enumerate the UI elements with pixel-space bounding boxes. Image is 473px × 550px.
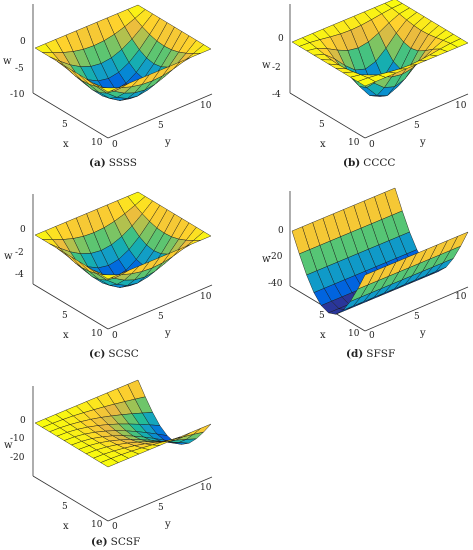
panel-b-zlabel: w	[262, 60, 271, 71]
panel-b-axes-box	[289, 4, 469, 139]
panel-c-xtick-1: 10	[91, 329, 103, 339]
panel-a-ztick-2: -10	[10, 90, 25, 100]
panel-e-xlabel: x	[63, 521, 69, 532]
panel-c-surface	[34, 191, 212, 288]
panel-e-ztick-0: 0	[20, 416, 26, 426]
panel-e-caption-label: (e)	[91, 536, 108, 548]
panel-e-caption: (e) SCSF	[91, 536, 140, 548]
panel-b-xtick-1: 10	[348, 138, 360, 148]
panel-b-ztick-1: -2	[272, 63, 281, 73]
panel-a-ticks: 0 -5 -10 5 10 0 5 10 w x y	[3, 37, 212, 150]
panel-a-xtick-1: 10	[91, 138, 103, 148]
panel-e-ztick-1: -10	[10, 434, 25, 444]
panel-b-ztick-2: -4	[272, 90, 281, 100]
panel-c-caption-text: SCSC	[108, 348, 138, 360]
panel-a-ytick-2: 10	[200, 101, 212, 111]
panel-b-xtick-0: 5	[319, 120, 325, 130]
panel-e-ylabel: y	[164, 519, 171, 530]
panel-b-ztick-0: 0	[278, 34, 284, 44]
panel-b-ytick-1: 5	[414, 121, 420, 131]
panel-a-ztick-0: 0	[20, 37, 26, 47]
panel-c-xlabel: x	[63, 330, 69, 341]
panel-d-ztick-1: -20	[268, 252, 283, 262]
panel-e-caption-text: SCSF	[111, 536, 141, 548]
panel-e: 0 -10 -20 5 10 0 5 10 w x y (e) SCSF	[4, 379, 213, 548]
panel-c-ytick-0: 0	[112, 331, 118, 341]
panel-b-xlabel: x	[320, 139, 326, 150]
panel-e-ticks: 0 -10 -20 5 10 0 5 10 w x y	[4, 416, 212, 532]
panel-d-xtick-1: 10	[348, 329, 360, 339]
panel-d-caption-label: (d)	[346, 348, 363, 360]
panel-e-surface	[34, 379, 212, 468]
panel-d-ztick-0: 0	[278, 226, 284, 236]
panel-a-caption-text: SSSS	[109, 157, 137, 169]
panel-a-ytick-0: 0	[112, 140, 118, 150]
panel-d: 0 -20 -40 5 10 0 5 10 w x y (d) SFSF	[262, 187, 469, 360]
panel-a-xlabel: x	[63, 139, 69, 150]
panel-e-axes-box	[32, 386, 213, 522]
panel-e-xtick-1: 10	[91, 520, 103, 530]
panel-d-ztick-2: -40	[268, 279, 283, 289]
panel-a-ytick-1: 5	[158, 121, 164, 131]
panel-c-caption-label: (c)	[89, 348, 105, 360]
panel-a-surface	[34, 4, 212, 101]
panel-c-ytick-2: 10	[200, 292, 212, 302]
panel-a-caption-label: (a)	[89, 157, 106, 169]
panel-c-caption: (c) SCSC	[89, 348, 139, 360]
panel-e-ytick-1: 5	[158, 503, 164, 513]
panel-d-ytick-1: 5	[414, 312, 420, 322]
surface-patch	[357, 77, 376, 87]
panel-e-ztick-2: -20	[10, 453, 25, 463]
panel-c-axes-box	[32, 194, 213, 330]
panel-b-surface	[291, 0, 469, 97]
surface-patch	[357, 270, 376, 290]
panel-a-ztick-1: -5	[15, 64, 24, 74]
panel-a: 0 -5 -10 5 10 0 5 10 w x y (a) SSSS	[3, 4, 213, 169]
panel-a-axes-box	[32, 4, 213, 139]
panel-b-ytick-2: 10	[455, 101, 467, 111]
panel-c-ztick-2: -4	[15, 270, 24, 280]
surface-patch	[100, 458, 119, 468]
panel-c: 0 -2 -4 5 10 0 5 10 w x y (c) SCSC	[4, 191, 213, 360]
panel-d-ytick-2: 10	[455, 292, 467, 302]
panel-a-ylabel: y	[164, 137, 171, 148]
panel-d-zlabel: w	[262, 254, 271, 265]
panel-d-xlabel: x	[320, 330, 326, 341]
panel-c-xtick-0: 5	[62, 311, 68, 321]
surface-patch	[99, 274, 119, 280]
panel-d-caption-text: SFSF	[366, 348, 395, 360]
panel-c-ticks: 0 -2 -4 5 10 0 5 10 w x y	[4, 225, 212, 341]
panel-c-ztick-0: 0	[20, 225, 26, 235]
panel-a-caption: (a) SSSS	[89, 157, 137, 169]
panel-a-xtick-0: 5	[62, 120, 68, 130]
panel-d-xtick-0: 5	[319, 311, 325, 321]
panel-d-caption: (d) SFSF	[346, 348, 395, 360]
panel-b-ylabel: y	[419, 137, 426, 148]
panel-d-ticks: 0 -20 -40 5 10 0 5 10 w x y	[262, 226, 467, 341]
panel-b-ticks: 0 -2 -4 5 10 0 5 10 w x y	[262, 34, 467, 150]
panel-e-xtick-0: 5	[62, 502, 68, 512]
panel-b-caption-text: CCCC	[363, 157, 395, 169]
panel-d-ytick-0: 0	[369, 331, 375, 341]
panel-a-zlabel: w	[3, 56, 12, 67]
panel-c-ylabel: y	[164, 328, 171, 339]
panel-d-surface	[291, 187, 469, 315]
panel-b-caption: (b) CCCC	[343, 157, 395, 169]
panel-b-ytick-0: 0	[369, 140, 375, 150]
panel-e-ytick-0: 0	[112, 522, 118, 532]
panel-b-caption-label: (b)	[343, 157, 360, 169]
panel-c-zlabel: w	[4, 251, 13, 262]
panel-e-zlabel: w	[4, 440, 13, 451]
surface-patch	[99, 87, 119, 93]
panel-e-ytick-2: 10	[200, 483, 212, 493]
panel-c-ytick-1: 5	[158, 312, 164, 322]
panel-b: 0 -2 -4 5 10 0 5 10 w x y (b) CCCC	[262, 0, 469, 169]
panel-d-ylabel: y	[419, 328, 426, 339]
panel-c-ztick-1: -2	[15, 248, 24, 258]
